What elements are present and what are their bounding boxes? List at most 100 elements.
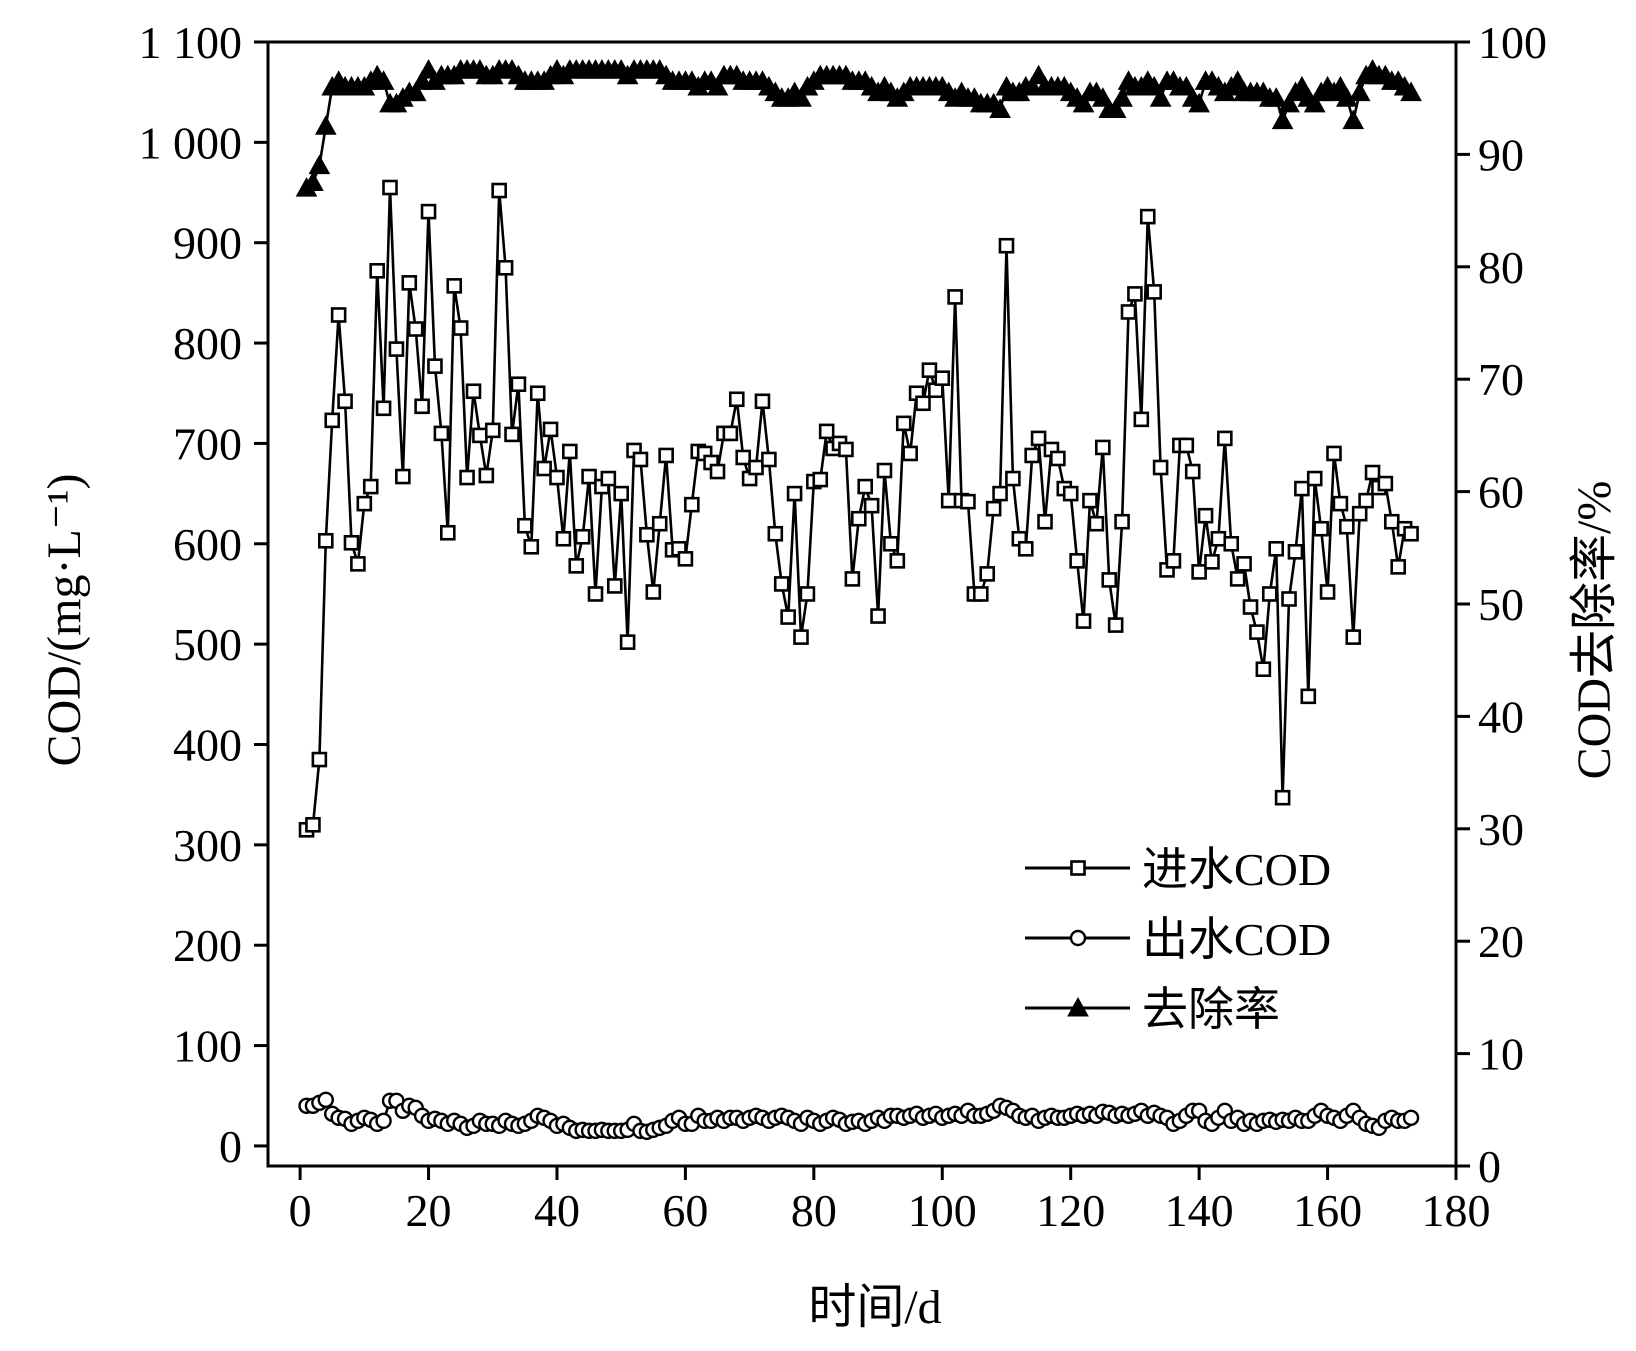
removal-point <box>308 154 331 175</box>
influent-point <box>1088 515 1105 532</box>
influent-point <box>1050 450 1066 467</box>
influent-point <box>639 526 655 543</box>
influent-point <box>420 203 437 220</box>
influent-point <box>1037 513 1053 530</box>
influent-point <box>1062 485 1079 502</box>
influent-point <box>337 393 353 410</box>
influent-point <box>356 495 373 512</box>
influent-point <box>1281 591 1297 607</box>
influent-point <box>1223 535 1240 552</box>
removal-point <box>1278 92 1300 113</box>
influent-point <box>388 341 405 357</box>
influent-point <box>478 467 495 484</box>
influent-series <box>298 179 1419 838</box>
removal-point <box>989 98 1011 118</box>
influent-point <box>401 275 418 291</box>
influent-point <box>395 468 411 485</box>
influent-point <box>895 415 912 432</box>
influent-point <box>587 586 604 602</box>
removal-point <box>1188 92 1210 113</box>
effluent-point <box>1402 1109 1420 1127</box>
influent-point <box>536 460 552 477</box>
influent-point <box>876 462 893 479</box>
influent-point <box>1217 430 1233 447</box>
influent-point <box>369 263 385 279</box>
influent-point <box>510 376 527 393</box>
influent-point <box>465 383 482 400</box>
influent-point <box>343 534 360 551</box>
influent-point <box>1345 629 1362 645</box>
left-tick-label: 1 000 <box>139 117 243 168</box>
influent-point <box>998 237 1015 254</box>
influent-point <box>523 538 540 555</box>
influent-point <box>780 609 796 625</box>
left-axis-title: COD/(mg·L⁻¹) <box>38 473 91 766</box>
influent-point <box>1069 553 1085 569</box>
influent-point <box>407 321 424 337</box>
influent-point <box>767 525 784 542</box>
removal-point <box>1303 92 1326 113</box>
influent-point <box>427 358 443 374</box>
removal-point <box>314 115 337 135</box>
removal-point <box>1072 92 1095 113</box>
influent-point <box>658 447 674 464</box>
left-tick-label: 100 <box>173 1021 242 1072</box>
influent-point <box>1107 617 1124 633</box>
influent-point <box>722 425 739 442</box>
x-tick-label: 20 <box>406 1185 452 1236</box>
influent-point <box>568 558 585 574</box>
effluent-point <box>317 1091 334 1108</box>
influent-point <box>1114 513 1130 530</box>
influent-point <box>446 278 463 294</box>
influent-point <box>850 510 867 527</box>
influent-point <box>542 421 559 438</box>
removal-point <box>372 70 395 90</box>
influent-point <box>1390 559 1407 575</box>
influent-point <box>1351 505 1368 522</box>
influent-point <box>863 497 880 514</box>
influent-point <box>985 500 1002 517</box>
influent-point <box>317 532 334 549</box>
left-tick-label: 500 <box>173 619 242 670</box>
influent-point <box>350 556 366 572</box>
influent-point <box>1377 475 1394 492</box>
x-tick-label: 160 <box>1293 1185 1362 1236</box>
influent-point <box>1236 556 1252 572</box>
influent-point <box>934 370 951 386</box>
influent-point <box>1133 411 1150 428</box>
influent-point <box>902 445 918 462</box>
influent-point <box>472 427 488 444</box>
influent-point <box>1191 564 1207 580</box>
influent-point <box>600 470 617 487</box>
left-tick-label: 400 <box>173 720 242 771</box>
left-tick-label: 1 100 <box>139 17 243 68</box>
influent-point <box>754 393 771 410</box>
influent-point <box>1332 495 1349 512</box>
right-tick-label: 90 <box>1478 129 1524 180</box>
influent-point <box>414 398 430 415</box>
influent-point <box>1165 553 1182 569</box>
influent-point <box>529 385 546 402</box>
influent-point <box>870 608 886 624</box>
influent-point <box>1024 447 1040 464</box>
influent-point <box>1261 586 1278 602</box>
influent-point <box>305 816 321 833</box>
influent-point <box>1204 554 1220 570</box>
influent-point <box>857 478 874 495</box>
influent-point <box>484 422 501 439</box>
influent-point <box>677 551 694 567</box>
influent-point <box>1120 304 1137 320</box>
right-tick-label: 40 <box>1478 691 1524 742</box>
influent-point <box>452 320 469 336</box>
influent-point <box>793 629 809 645</box>
influent-point <box>517 517 533 534</box>
influent-point <box>1139 208 1156 225</box>
influent-point <box>1152 459 1169 476</box>
influent-point <box>709 463 726 480</box>
removal-point <box>1348 81 1371 102</box>
x-tick-label: 40 <box>534 1185 580 1236</box>
left-axis-ticks: 0 100 200 300 400 500 600 700 800 900 1 000 1 100 <box>139 17 268 1172</box>
influent-point <box>735 449 752 466</box>
removal-point <box>404 81 427 102</box>
